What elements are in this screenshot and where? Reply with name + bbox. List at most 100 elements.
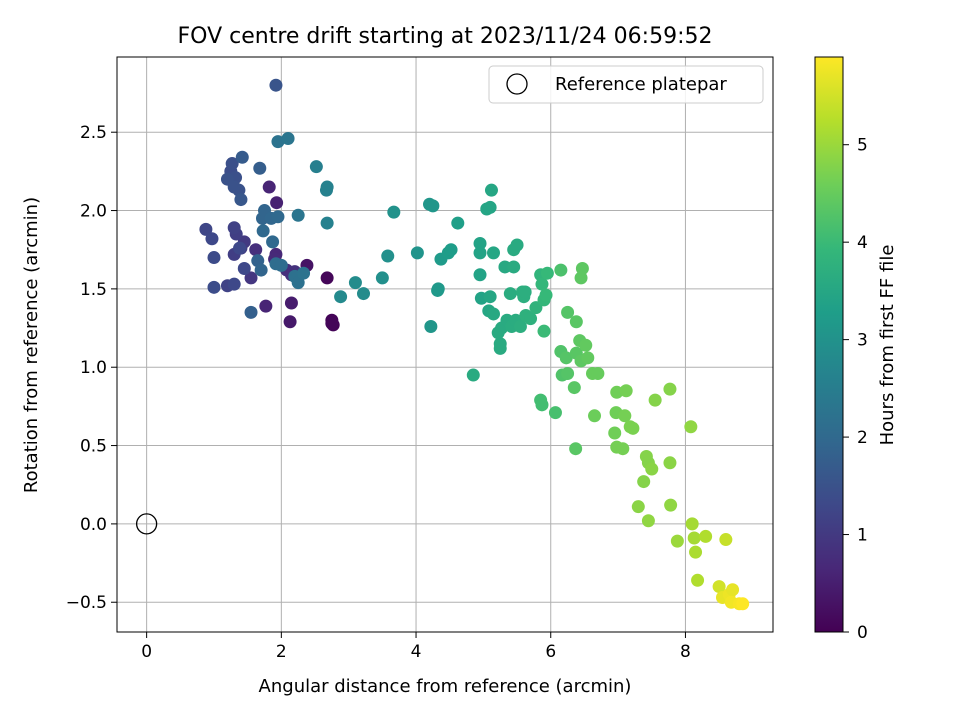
data-point [619,384,633,398]
x-axis-label: Angular distance from reference (arcmin) [259,676,632,697]
data-point [233,241,247,255]
data-point [249,243,263,257]
y-tick-label: 0.5 [80,437,107,457]
data-point [569,315,583,329]
data-point [561,305,575,319]
data-point [518,285,532,299]
data-point [424,319,438,333]
x-tick-label: 4 [411,642,422,662]
data-point [554,263,568,277]
data-point [274,258,288,272]
grid-lines [117,57,773,632]
colorbar-tick-label: 2 [857,428,868,448]
data-point [325,316,339,330]
data-point [631,500,645,514]
data-point [266,235,280,249]
data-point [466,368,480,382]
scatter-points [199,78,750,611]
data-point [291,276,305,290]
data-point [537,324,551,338]
data-point [483,200,497,214]
data-point [648,393,662,407]
data-point [736,597,750,611]
colorbar-tick-label: 3 [857,331,868,351]
y-axis-label: Rotation from reference (arcmin) [21,197,42,493]
data-point [357,287,371,301]
y-tick-label: 0.0 [80,515,107,535]
data-point [235,150,249,164]
data-point [691,573,705,587]
data-point [616,442,630,456]
data-point [588,409,602,423]
data-point [663,382,677,396]
data-point [334,290,348,304]
data-point [473,236,487,250]
data-point [510,238,524,252]
data-point [645,462,659,476]
data-point [493,341,507,355]
data-point [444,243,458,257]
data-point [270,196,284,210]
data-point [387,205,401,219]
data-point [575,262,589,276]
data-point [591,366,605,380]
data-point [473,246,487,260]
x-tick-label: 6 [545,642,556,662]
data-point [431,282,445,296]
data-point [524,312,538,326]
data-point [486,246,500,260]
colorbar-label: Hours from first FF file [877,245,898,446]
x-axis-ticks: 0 2 4 6 8 [141,632,691,662]
reference-platepar-marker [135,513,158,535]
y-tick-label: 1.5 [80,280,107,300]
data-point [579,338,593,352]
y-tick-label: 1.0 [80,358,107,378]
data-point [262,180,276,194]
colorbar-tick-label: 1 [857,526,868,546]
data-point [256,224,270,238]
data-point [281,131,295,145]
legend-box [488,65,764,104]
data-point [484,183,498,197]
data-point [451,216,465,230]
colorbar-tick-label: 4 [857,233,868,253]
data-point [284,296,298,310]
data-point [608,426,622,440]
data-point [664,498,678,512]
data-point [569,442,583,456]
data-point [291,208,305,222]
data-point [618,409,632,423]
data-point [271,135,285,149]
chart-title: FOV centre drift starting at 2023/11/24 … [178,24,713,49]
data-point [227,277,241,291]
x-tick-label: 0 [141,642,152,662]
x-tick-label: 2 [276,642,287,662]
data-point [227,180,241,194]
data-point [663,456,677,470]
legend-marker-icon [506,73,528,95]
data-point [426,199,440,213]
data-point [641,514,655,528]
data-point [320,216,334,230]
colorbar-ticks: 0 1 2 3 4 5 [843,136,868,643]
data-point [207,251,221,265]
data-point [513,319,527,333]
data-point [687,531,701,545]
data-point [535,277,549,291]
colorbar-tick-label: 0 [857,623,868,643]
data-point [254,263,268,277]
data-point [581,351,595,365]
legend: Reference platepar [488,65,764,104]
y-tick-label: 2.5 [80,123,107,143]
data-point [684,420,698,434]
data-point [271,210,285,224]
data-point [237,262,251,276]
data-point [375,271,389,285]
data-point [207,280,221,294]
reference-marker-group [135,513,158,535]
data-point [269,78,283,92]
y-axis-ticks: −0.5 0.0 0.5 1.0 1.5 2.0 2.5 [66,123,117,613]
data-point [685,517,699,531]
data-point [626,421,640,435]
data-point [719,533,733,547]
